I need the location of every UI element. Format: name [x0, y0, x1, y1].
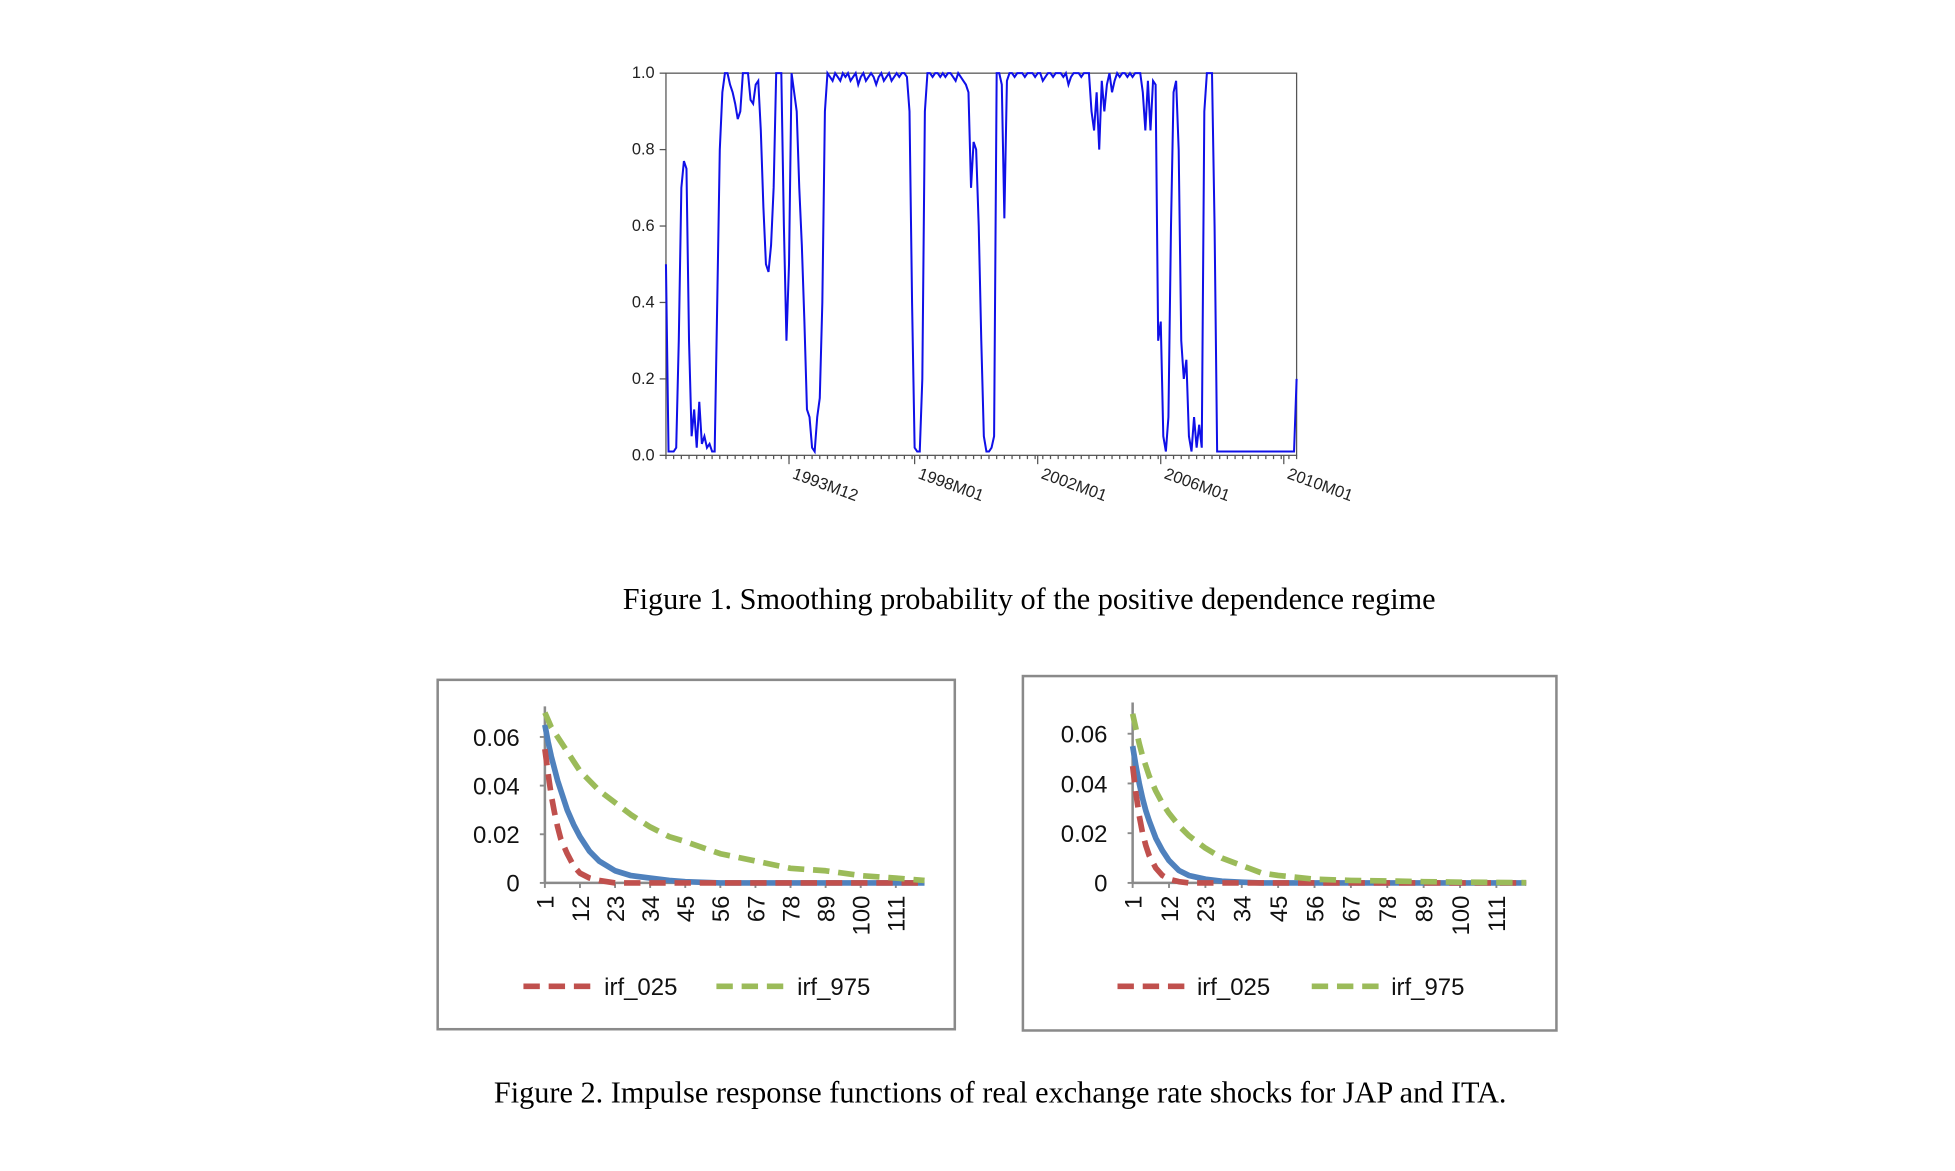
x-tick-label: 89 [1411, 896, 1438, 923]
x-tick-label: 12 [1157, 896, 1184, 923]
x-tick-label: 111 [884, 896, 911, 932]
x-tick-label: 111 [1484, 896, 1511, 932]
y-tick-label: 0.0 [632, 446, 655, 464]
y-tick-label: 0.06 [1061, 722, 1108, 749]
legend-label: irf_975 [797, 974, 870, 1001]
legend-label: irf_025 [604, 974, 677, 1001]
x-tick-label: 100 [1448, 896, 1475, 936]
x-tick-label: 78 [778, 896, 805, 923]
figure-frame [1021, 674, 1558, 1032]
series-line [542, 711, 925, 884]
x-tick-label: 1993M12 [790, 465, 860, 505]
y-tick-label: 0.04 [1061, 771, 1108, 798]
y-tick-label: 0.06 [473, 725, 520, 752]
x-tick-label: 12 [568, 896, 595, 923]
y-tick-label: 0.02 [1061, 821, 1108, 848]
y-tick-label: 0.6 [632, 217, 655, 235]
legend-label: irf_975 [1391, 974, 1464, 1001]
x-tick-label: 56 [1302, 896, 1329, 923]
series-line [1129, 745, 1527, 886]
series-line [1129, 765, 1527, 886]
x-tick-label: 23 [1193, 896, 1220, 923]
x-tick-label: 89 [813, 896, 840, 923]
x-tick-label: 1 [1120, 896, 1147, 909]
series-line [664, 70, 1298, 455]
y-tick-label: 0 [506, 871, 519, 898]
x-tick-label: 2006M01 [1162, 465, 1232, 505]
y-tick-label: 0.8 [632, 141, 655, 159]
x-tick-label: 45 [673, 896, 700, 923]
y-tick-label: 0.04 [473, 773, 520, 800]
y-tick-label: 1.0 [632, 64, 655, 82]
y-tick-label: 0.2 [632, 370, 655, 388]
caption: Figure 1. Smoothing probability of the p… [623, 582, 1436, 616]
x-tick-label: 2010M01 [1285, 465, 1355, 505]
x-tick-label: 78 [1375, 896, 1402, 923]
x-tick-label: 67 [1339, 896, 1366, 923]
x-tick-label: 1 [533, 896, 560, 909]
series-line [542, 724, 925, 886]
x-tick-label: 45 [1266, 896, 1293, 923]
x-tick-label: 1998M01 [916, 465, 986, 505]
caption: Figure 2. Impulse response functions of … [494, 1075, 1507, 1109]
x-tick-label: 34 [1230, 896, 1257, 923]
x-tick-label: 23 [603, 896, 630, 923]
series-line [542, 748, 925, 886]
x-tick-label: 56 [708, 896, 735, 923]
y-tick-label: 0.02 [473, 822, 520, 849]
x-tick-label: 67 [743, 896, 770, 923]
legend-label: irf_025 [1197, 974, 1270, 1001]
y-tick-label: 0 [1094, 871, 1107, 898]
series-line [1129, 713, 1527, 886]
y-tick-label: 0.4 [632, 294, 655, 312]
x-tick-label: 34 [638, 896, 665, 923]
x-tick-label: 2002M01 [1039, 465, 1109, 505]
x-tick-label: 100 [849, 896, 876, 936]
figure-frame [436, 678, 957, 1031]
